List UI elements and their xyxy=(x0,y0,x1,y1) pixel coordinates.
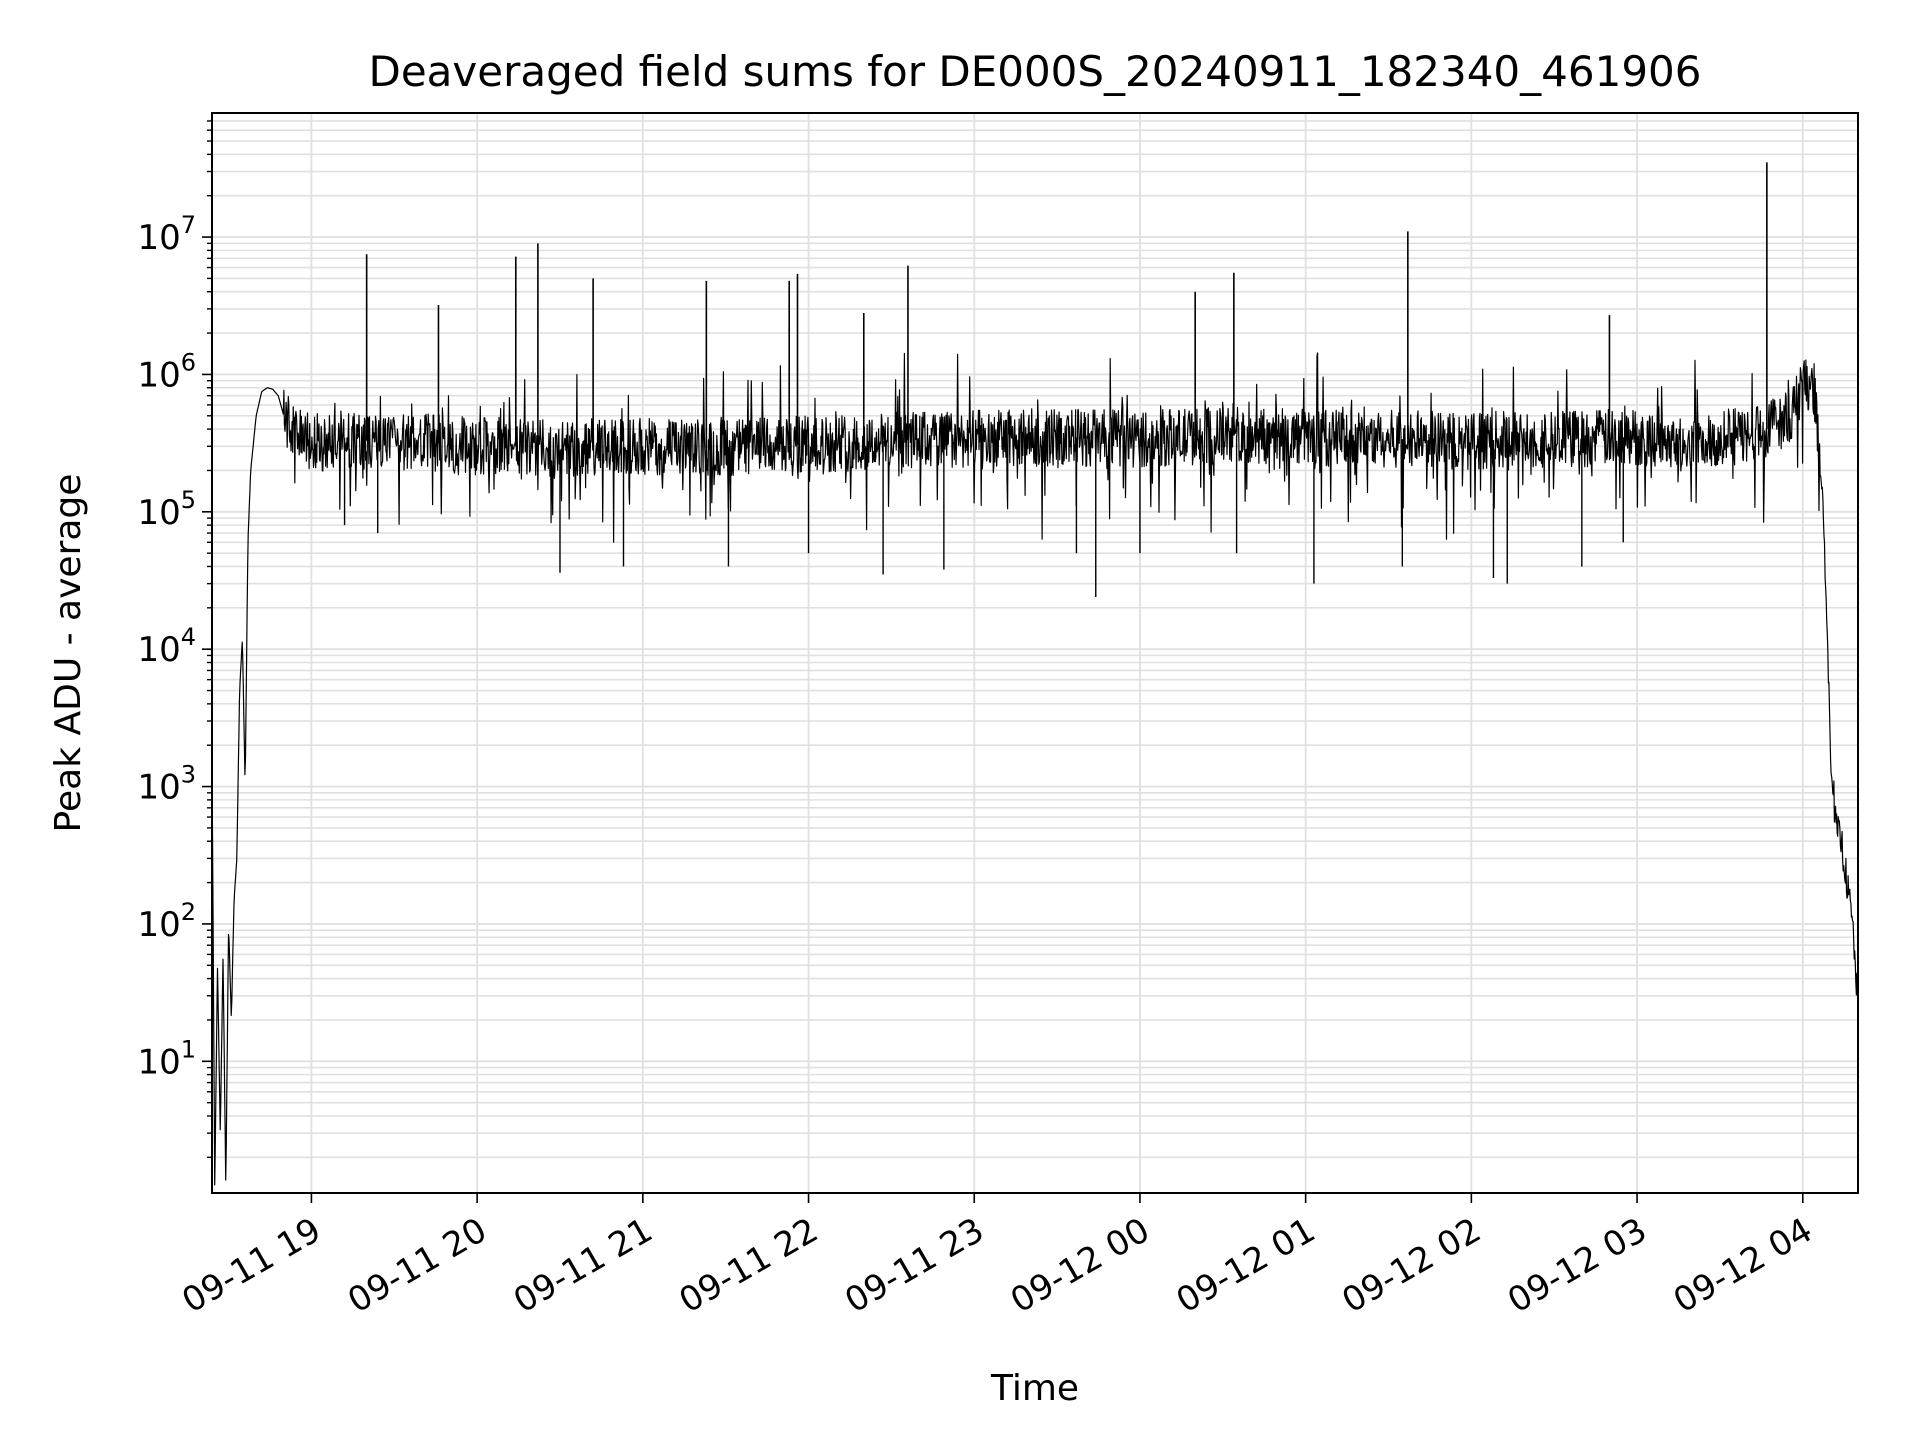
chart-title: Deaveraged field sums for DE000S_2024091… xyxy=(369,47,1702,96)
y-tick-label: 107 xyxy=(137,211,196,258)
y-tick-label: 102 xyxy=(137,898,196,945)
y-tick-label: 105 xyxy=(137,486,196,533)
series-line xyxy=(211,352,1859,1186)
y-axis-label: Peak ADU - average xyxy=(48,474,89,833)
series-layer xyxy=(211,162,1859,1186)
y-tick-label: 101 xyxy=(137,1035,196,1082)
x-axis-label: Time xyxy=(990,1368,1079,1409)
y-tick-label: 103 xyxy=(137,761,196,808)
y-tick-label: 104 xyxy=(137,623,196,670)
grid xyxy=(212,113,1858,1193)
y-tick-label: 106 xyxy=(137,348,196,395)
plot-frame xyxy=(211,112,1859,1194)
